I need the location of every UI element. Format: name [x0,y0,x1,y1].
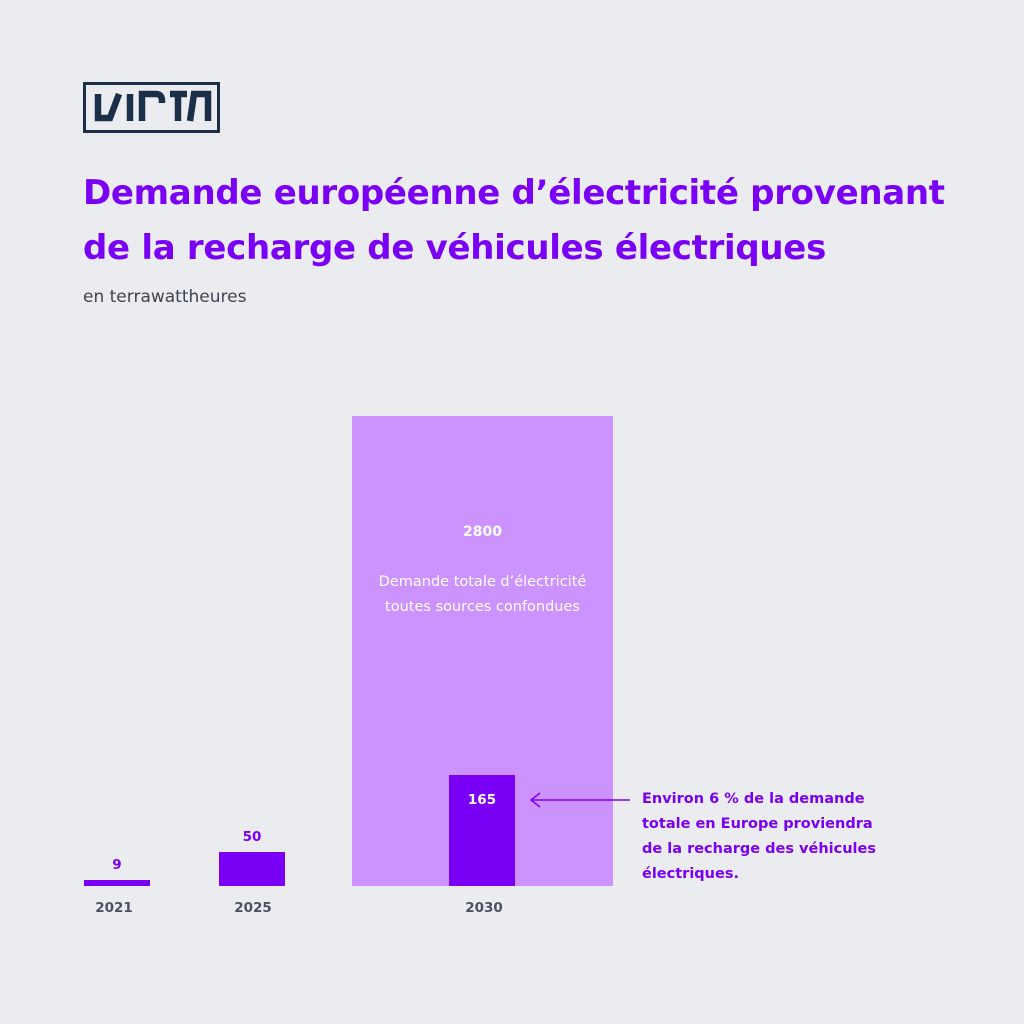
value-label-2021: 9 [112,857,121,873]
chart-title: Demande européenne d’électricité provena… [83,173,945,268]
bar-2030 [449,775,515,886]
total-demand-caption-line1: Demande totale d’électricité [379,574,587,590]
chart-subtitle: en terrawattheures [83,287,247,307]
annotation-arrowhead [529,792,541,808]
bar-2021 [84,880,150,886]
total-demand-caption-line2: toutes sources confondues [385,599,580,615]
bar-2025 [219,852,285,886]
virta-logo [83,82,220,133]
x-tick-label-2025: 2025 [234,900,272,916]
x-tick-label-2030: 2030 [465,900,503,916]
value-label-2030: 165 [468,792,496,808]
value-label-2025: 50 [243,829,262,845]
total-demand-value-label: 2800 [463,524,502,540]
x-tick-label-2021: 2021 [95,900,133,916]
virta-logo-icon [94,90,212,122]
annotation-text: Environ 6 % de la demande totale en Euro… [642,791,876,882]
